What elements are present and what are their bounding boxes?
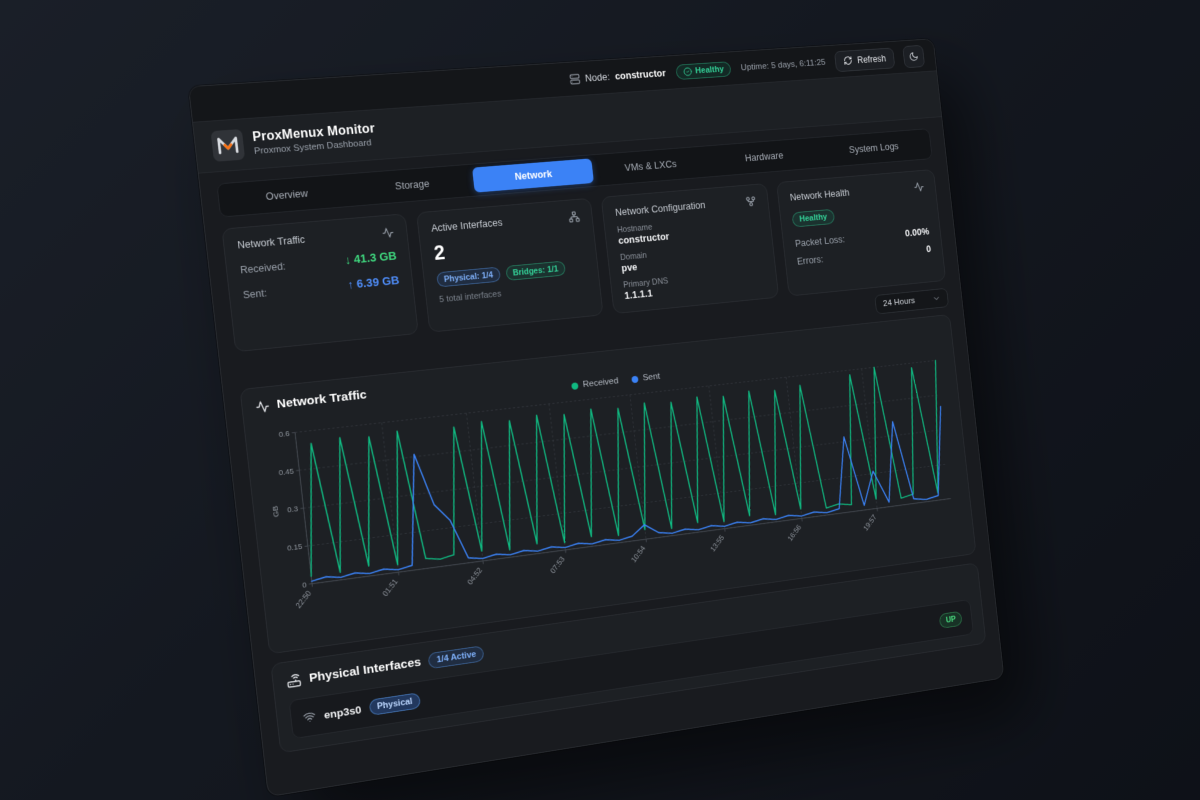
brand-header: ProxMenux Monitor Proxmox System Dashboa… — [192, 71, 942, 174]
network-nodes-icon — [568, 210, 580, 222]
moon-icon — [908, 51, 919, 62]
errors-label: Errors: — [796, 254, 824, 267]
errors-row: Errors: 0 — [797, 244, 932, 267]
router-icon — [286, 673, 302, 690]
dashboard-scene: Node: constructor Healthy Uptime: 5 days… — [188, 38, 1005, 798]
tab-network[interactable]: Network — [472, 158, 594, 193]
network-traffic-card-title: Network Traffic — [236, 233, 306, 251]
network-configuration-card-title: Network Configuration — [614, 199, 706, 219]
sent-row: Sent: ↑ 6.39 GB — [242, 274, 400, 301]
network-configuration-card: Network Configuration Hostname construct… — [600, 183, 780, 315]
svg-text:0.15: 0.15 — [287, 542, 303, 553]
chevron-down-icon — [932, 294, 941, 304]
received-value: ↓ 41.3 GB — [344, 249, 398, 268]
refresh-icon — [843, 55, 853, 65]
received-label: Received: — [239, 260, 287, 276]
wifi-icon — [302, 710, 316, 725]
activity-icon — [255, 399, 270, 414]
uptime-text: Uptime: 5 days, 6:11:25 — [740, 57, 826, 73]
node-value: constructor — [614, 67, 667, 82]
network-health-badge: Healthy — [791, 208, 835, 228]
svg-text:10:54: 10:54 — [629, 544, 647, 564]
node-indicator: Node: constructor — [569, 67, 666, 84]
traffic-chart: 0 0.15 0.3 0.45 0.6 22:50 01:51 04:52 07:53 10:54… — [270, 353, 962, 610]
physical-count-badge: Physical: 1/4 — [436, 266, 501, 288]
active-interfaces-card: Active Interfaces 2 Physical: 1/4 Bridge… — [416, 197, 604, 333]
time-range-select[interactable]: 24 Hours — [874, 287, 949, 315]
svg-text:22:50: 22:50 — [294, 589, 314, 610]
time-range-value: 24 Hours — [882, 296, 916, 309]
sent-value: ↑ 6.39 GB — [347, 274, 401, 292]
proxmenux-logo — [210, 128, 246, 162]
tab-overview[interactable]: Overview — [221, 177, 352, 213]
active-count-badge: 1/4 Active — [427, 645, 485, 670]
tab-system-logs[interactable]: System Logs — [818, 132, 929, 164]
svg-text:04:52: 04:52 — [465, 566, 484, 587]
sent-label: Sent: — [242, 287, 268, 301]
dashboard-panel: Node: constructor Healthy Uptime: 5 days… — [188, 38, 1005, 798]
legend-item-sent: Sent — [631, 372, 661, 384]
activity-icon — [913, 181, 924, 193]
physical-interfaces-title: Physical Interfaces — [308, 655, 422, 686]
svg-text:16:56: 16:56 — [786, 523, 803, 543]
interface-type-badge: Physical — [368, 692, 422, 716]
received-row: Received: ↓ 41.3 GB — [240, 250, 398, 277]
tab-storage[interactable]: Storage — [349, 168, 475, 203]
active-interfaces-card-title: Active Interfaces — [430, 217, 503, 235]
health-status-badge: Healthy — [675, 60, 732, 80]
svg-text:0: 0 — [302, 580, 307, 590]
interface-status-badge: UP — [939, 610, 963, 629]
packet-loss-value: 0.00% — [904, 226, 930, 239]
svg-text:19:57: 19:57 — [862, 513, 879, 532]
server-icon — [569, 73, 581, 84]
activity-icon — [381, 226, 394, 239]
svg-text:0.3: 0.3 — [287, 504, 299, 515]
traffic-chart-card: Network Traffic Received Sent 0 0.15 0.3 0.4… — [239, 314, 977, 655]
network-health-card: Network Health Healthy Packet Loss: 0.00… — [776, 169, 947, 297]
chart-area: 0 0.15 0.3 0.45 0.6 22:50 01:51 04:52 07:53 10:54… — [258, 353, 962, 625]
svg-text:01:51: 01:51 — [381, 577, 400, 598]
network-health-card-title: Network Health — [789, 187, 850, 203]
svg-text:0.45: 0.45 — [278, 466, 294, 477]
theme-toggle-button[interactable] — [902, 44, 926, 68]
packet-loss-label: Packet Loss: — [794, 234, 846, 250]
node-label: Node: — [584, 71, 611, 84]
tab-vms-lxcs[interactable]: VMs & LXCs — [591, 149, 709, 183]
tab-hardware[interactable]: Hardware — [707, 141, 821, 174]
check-circle-icon — [683, 66, 693, 76]
svg-text:13:55: 13:55 — [708, 533, 725, 553]
svg-text:0.6: 0.6 — [278, 428, 290, 438]
primary-dns-field: Primary DNS 1.1.1.1 — [623, 267, 766, 301]
interface-name: enp3s0 — [323, 703, 362, 721]
refresh-label: Refresh — [856, 52, 887, 66]
refresh-button[interactable]: Refresh — [834, 47, 896, 72]
bridges-count-badge: Bridges: 1/1 — [505, 260, 566, 281]
network-tree-icon — [745, 195, 757, 207]
health-status-label: Healthy — [694, 64, 725, 76]
network-traffic-card: Network Traffic Received: ↓ 41.3 GB Sent… — [221, 213, 419, 353]
svg-text:07:53: 07:53 — [548, 555, 566, 575]
svg-text:GB: GB — [270, 505, 281, 517]
errors-value: 0 — [925, 243, 932, 255]
